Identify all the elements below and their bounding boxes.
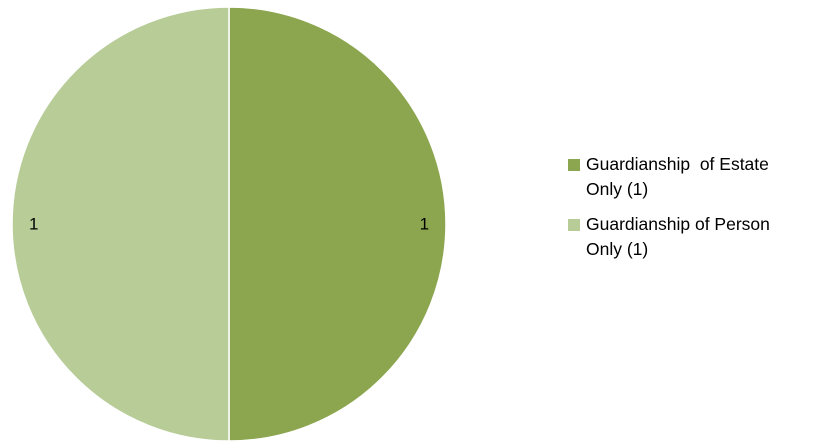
chart-legend: Guardianship of Estate Only (1) Guardian… <box>561 152 840 272</box>
legend-label-person-line2: Only (1) <box>586 239 649 259</box>
pie-slice-person <box>11 6 230 442</box>
legend-swatch-person <box>568 219 580 231</box>
slice-data-label-estate: 1 <box>420 215 429 234</box>
legend-swatch-estate <box>568 159 580 171</box>
legend-label-person-line1: Guardianship of Person <box>586 214 770 234</box>
legend-label-estate-line2: Only (1) <box>586 179 649 199</box>
legend-label-estate-line1: Guardianship of Estate <box>586 154 769 174</box>
pie-slice-estate <box>228 6 447 442</box>
legend-item-person: Guardianship of Person Only (1) <box>561 212 840 262</box>
slice-data-label-person: 1 <box>29 215 38 234</box>
legend-item-estate: Guardianship of Estate Only (1) <box>561 152 840 202</box>
